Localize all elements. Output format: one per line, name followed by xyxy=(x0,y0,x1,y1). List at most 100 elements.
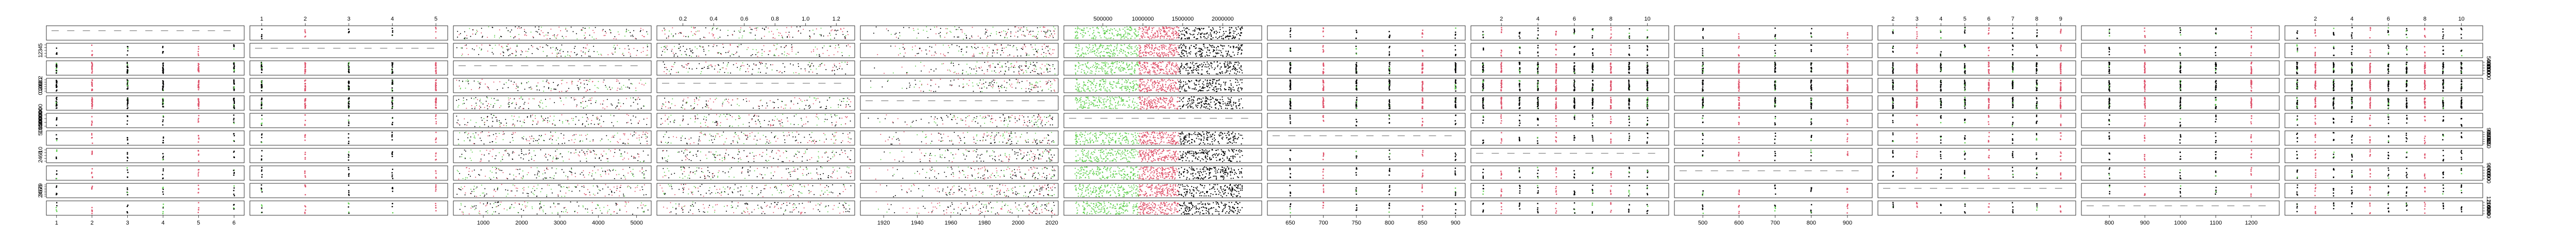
data-point xyxy=(2215,47,2216,48)
data-point xyxy=(2387,73,2388,74)
data-point xyxy=(1148,37,1149,38)
data-point xyxy=(585,52,586,53)
data-point xyxy=(1121,87,1122,88)
data-point xyxy=(392,30,393,31)
data-point xyxy=(435,82,436,83)
data-point xyxy=(1029,91,1030,92)
data-point xyxy=(1123,50,1124,51)
data-point xyxy=(1137,61,1138,62)
data-point xyxy=(1130,27,1131,28)
data-point xyxy=(1964,46,1965,47)
data-point xyxy=(984,87,985,88)
data-point xyxy=(1144,62,1145,63)
data-point xyxy=(261,38,262,39)
data-point xyxy=(1118,53,1120,54)
data-point xyxy=(946,32,947,33)
data-point xyxy=(843,28,844,29)
data-point xyxy=(1117,61,1118,62)
data-point xyxy=(740,66,741,67)
data-point xyxy=(1095,62,1096,63)
data-point xyxy=(261,34,262,35)
data-point xyxy=(1001,44,1002,45)
data-point xyxy=(487,37,488,38)
data-point xyxy=(1193,30,1194,31)
data-point xyxy=(800,33,801,34)
data-point xyxy=(1010,33,1011,34)
data-point xyxy=(1182,49,1183,50)
data-point xyxy=(1186,27,1187,28)
data-point xyxy=(1046,46,1047,47)
data-point xyxy=(1185,64,1186,65)
data-point xyxy=(588,56,589,57)
data-point xyxy=(921,84,922,85)
data-point xyxy=(1105,49,1106,50)
panel-r3-c3 xyxy=(657,78,855,93)
data-point xyxy=(950,84,951,85)
data-point xyxy=(1290,72,1291,73)
data-point xyxy=(954,72,955,73)
data-point xyxy=(666,73,667,74)
data-point xyxy=(1161,88,1162,89)
data-point xyxy=(1045,53,1046,54)
data-point xyxy=(488,87,489,88)
data-point xyxy=(761,38,762,39)
data-point xyxy=(1105,90,1106,91)
data-point xyxy=(774,38,775,39)
data-point xyxy=(550,29,551,30)
data-point xyxy=(1121,88,1122,89)
data-point xyxy=(56,65,57,66)
data-point xyxy=(1207,61,1208,62)
data-point xyxy=(835,45,836,46)
data-point xyxy=(127,64,128,65)
data-point xyxy=(762,28,763,29)
data-point xyxy=(598,81,599,82)
data-point xyxy=(1122,53,1123,54)
data-point xyxy=(902,88,903,89)
data-point xyxy=(1034,64,1035,65)
data-point xyxy=(1129,64,1130,65)
data-point xyxy=(531,45,532,46)
data-point xyxy=(786,32,787,33)
data-point xyxy=(1647,37,1648,38)
data-point xyxy=(499,29,500,30)
data-point xyxy=(1001,31,1002,32)
data-point xyxy=(1129,73,1130,74)
data-point xyxy=(1030,64,1031,65)
data-point xyxy=(1231,56,1232,57)
data-point xyxy=(1083,82,1084,83)
data-point xyxy=(1146,83,1147,84)
data-point xyxy=(538,26,539,27)
data-point xyxy=(547,35,548,36)
data-point xyxy=(518,34,519,35)
data-point xyxy=(2388,46,2389,47)
data-point xyxy=(672,27,673,28)
data-point xyxy=(1016,47,1017,48)
data-point xyxy=(1125,54,1126,55)
data-point xyxy=(989,47,990,48)
data-point xyxy=(2060,73,2061,74)
data-point xyxy=(963,86,964,87)
data-point xyxy=(989,82,990,83)
data-point xyxy=(508,79,509,80)
data-point xyxy=(1147,66,1148,67)
data-point xyxy=(1189,38,1190,39)
data-point xyxy=(842,55,843,56)
data-point xyxy=(162,80,163,81)
data-point xyxy=(1190,33,1191,34)
data-point xyxy=(671,66,672,67)
data-point xyxy=(1093,84,1094,85)
data-point xyxy=(726,65,727,66)
panel-r2-c4 xyxy=(860,61,1058,75)
data-point xyxy=(1213,49,1214,50)
data-point xyxy=(915,45,916,46)
data-point xyxy=(1145,46,1146,47)
data-point xyxy=(1647,55,1648,56)
data-point xyxy=(2297,48,2298,49)
data-point xyxy=(1238,64,1239,65)
data-point xyxy=(1739,63,1740,64)
data-point xyxy=(1159,28,1160,29)
data-point xyxy=(1228,36,1229,37)
data-point xyxy=(1189,29,1190,30)
data-point xyxy=(775,49,776,50)
data-point xyxy=(1151,66,1153,67)
